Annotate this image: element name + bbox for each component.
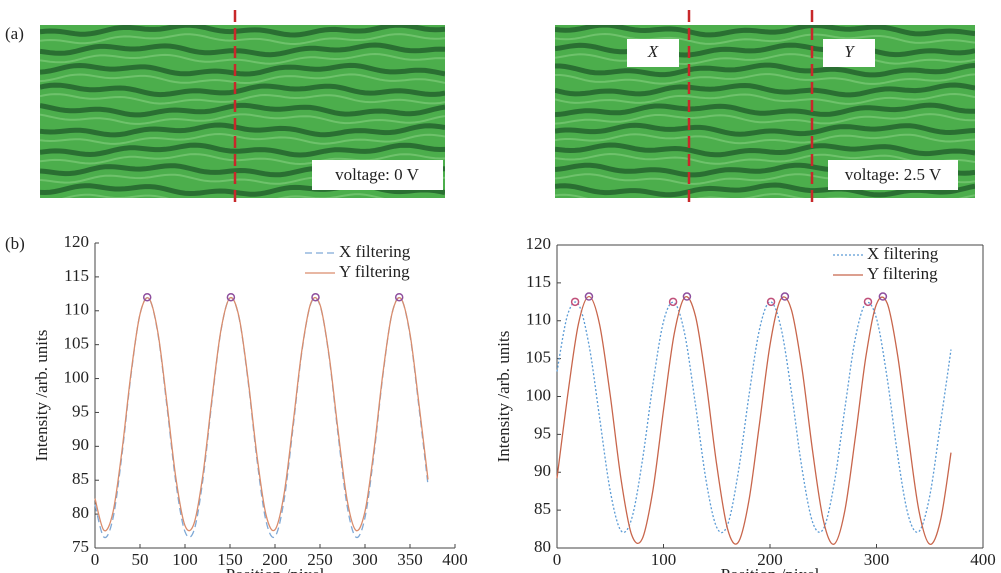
fringe: [555, 192, 975, 198]
x-axis-label: Position /pixel: [721, 565, 820, 573]
x-tick-label: 350: [397, 550, 423, 569]
label-box: [312, 160, 443, 190]
fringe: [555, 152, 975, 165]
y-tick-label: 105: [64, 334, 90, 353]
label-box: [828, 160, 958, 190]
x-axis-label: Position /pixel: [226, 565, 325, 573]
fringe: [555, 133, 975, 145]
y-tick-label: 100: [526, 385, 552, 404]
fringe: [40, 153, 445, 166]
fringe: [555, 102, 975, 118]
panel-label: (a): [5, 24, 24, 43]
legend-label: X filtering: [339, 242, 411, 261]
fringe: [40, 102, 445, 118]
y-tick-label: 100: [64, 367, 90, 386]
y-tick-label: 115: [526, 272, 551, 291]
peak-marker: [682, 292, 692, 301]
x-tick-label: 400: [442, 550, 468, 569]
y-tick-label: 75: [72, 537, 89, 556]
fringe: [555, 182, 975, 198]
series-line: [94, 296, 429, 532]
y-tick-label: 115: [64, 266, 89, 285]
peak-marker: [668, 297, 678, 307]
y-axis-label: Intensity /arb. units: [494, 331, 513, 463]
y-tick-label: 85: [72, 469, 89, 488]
fringe: [40, 122, 445, 138]
series-line: [556, 301, 952, 534]
y-tick-label: 110: [526, 310, 551, 329]
fringe: [40, 82, 445, 98]
peak-marker: [142, 292, 152, 302]
fringe: [555, 113, 975, 125]
x-tick-label: 200: [262, 550, 288, 569]
y-tick-label: 80: [72, 503, 89, 522]
y-tick-label: 90: [534, 461, 551, 480]
fringe: [40, 52, 445, 65]
fringe: [40, 62, 445, 77]
y-axis-label: Intensity /arb. units: [32, 330, 51, 462]
x-tick-label: 0: [553, 550, 562, 569]
peak-marker: [584, 292, 594, 301]
fringe: [555, 62, 975, 78]
fringe: [555, 25, 975, 38]
fringe: [61, 193, 428, 198]
series-line: [556, 295, 952, 545]
y-tick-label: 120: [526, 234, 552, 253]
label-box: [823, 39, 875, 67]
peak-marker: [780, 292, 790, 301]
x-tick-label: 400: [970, 550, 996, 569]
fringe: [555, 73, 975, 85]
peak-marker: [766, 297, 776, 307]
panel-label: (b): [5, 234, 25, 253]
legend-label: Y filtering: [867, 264, 938, 283]
fringe: [555, 122, 975, 137]
y-tick-label: 110: [64, 300, 89, 319]
x-tick-label: 300: [864, 550, 890, 569]
y-tick-label: 80: [534, 537, 551, 556]
fringe: [40, 42, 445, 58]
peak-marker: [878, 292, 888, 301]
y-tick-label: 90: [72, 435, 89, 454]
fringe: [555, 92, 975, 105]
x-tick-label: 200: [757, 550, 783, 569]
legend-label: Y filtering: [339, 262, 410, 281]
x-tick-label: 50: [132, 550, 149, 569]
peak-marker: [311, 292, 320, 302]
x-tick-label: 100: [172, 550, 198, 569]
image-label: Y: [844, 42, 855, 61]
x-tick-label: 250: [307, 550, 333, 569]
legend-label: X filtering: [867, 244, 939, 263]
x-tick-label: 300: [352, 550, 378, 569]
fringe: [40, 132, 445, 145]
image-label: voltage: 0 V: [335, 165, 419, 184]
image-label: X: [647, 42, 659, 61]
fringe: [555, 142, 975, 158]
fringe: [40, 25, 445, 38]
image-label: voltage: 2.5 V: [845, 165, 942, 184]
peak-marker: [570, 297, 580, 307]
x-tick-label: 150: [217, 550, 243, 569]
fringe: [40, 33, 445, 46]
fringe: [555, 53, 975, 66]
fringe: [555, 32, 975, 45]
label-box: [627, 39, 679, 67]
fringe: [555, 82, 975, 98]
fringe: [40, 73, 445, 85]
y-tick-label: 105: [526, 348, 552, 367]
fringe: [40, 93, 445, 105]
peak-marker: [394, 292, 404, 302]
fringes: [555, 25, 975, 198]
fringe: [555, 42, 975, 58]
x-tick-label: 100: [651, 550, 677, 569]
fringe: [40, 142, 445, 158]
x-tick-label: 0: [91, 550, 100, 569]
y-tick-label: 85: [534, 499, 551, 518]
y-tick-label: 120: [64, 232, 90, 251]
y-tick-label: 95: [72, 401, 89, 420]
peak-marker: [226, 292, 236, 302]
y-tick-label: 95: [534, 423, 551, 442]
peak-marker: [863, 297, 873, 307]
fringe: [40, 113, 445, 125]
